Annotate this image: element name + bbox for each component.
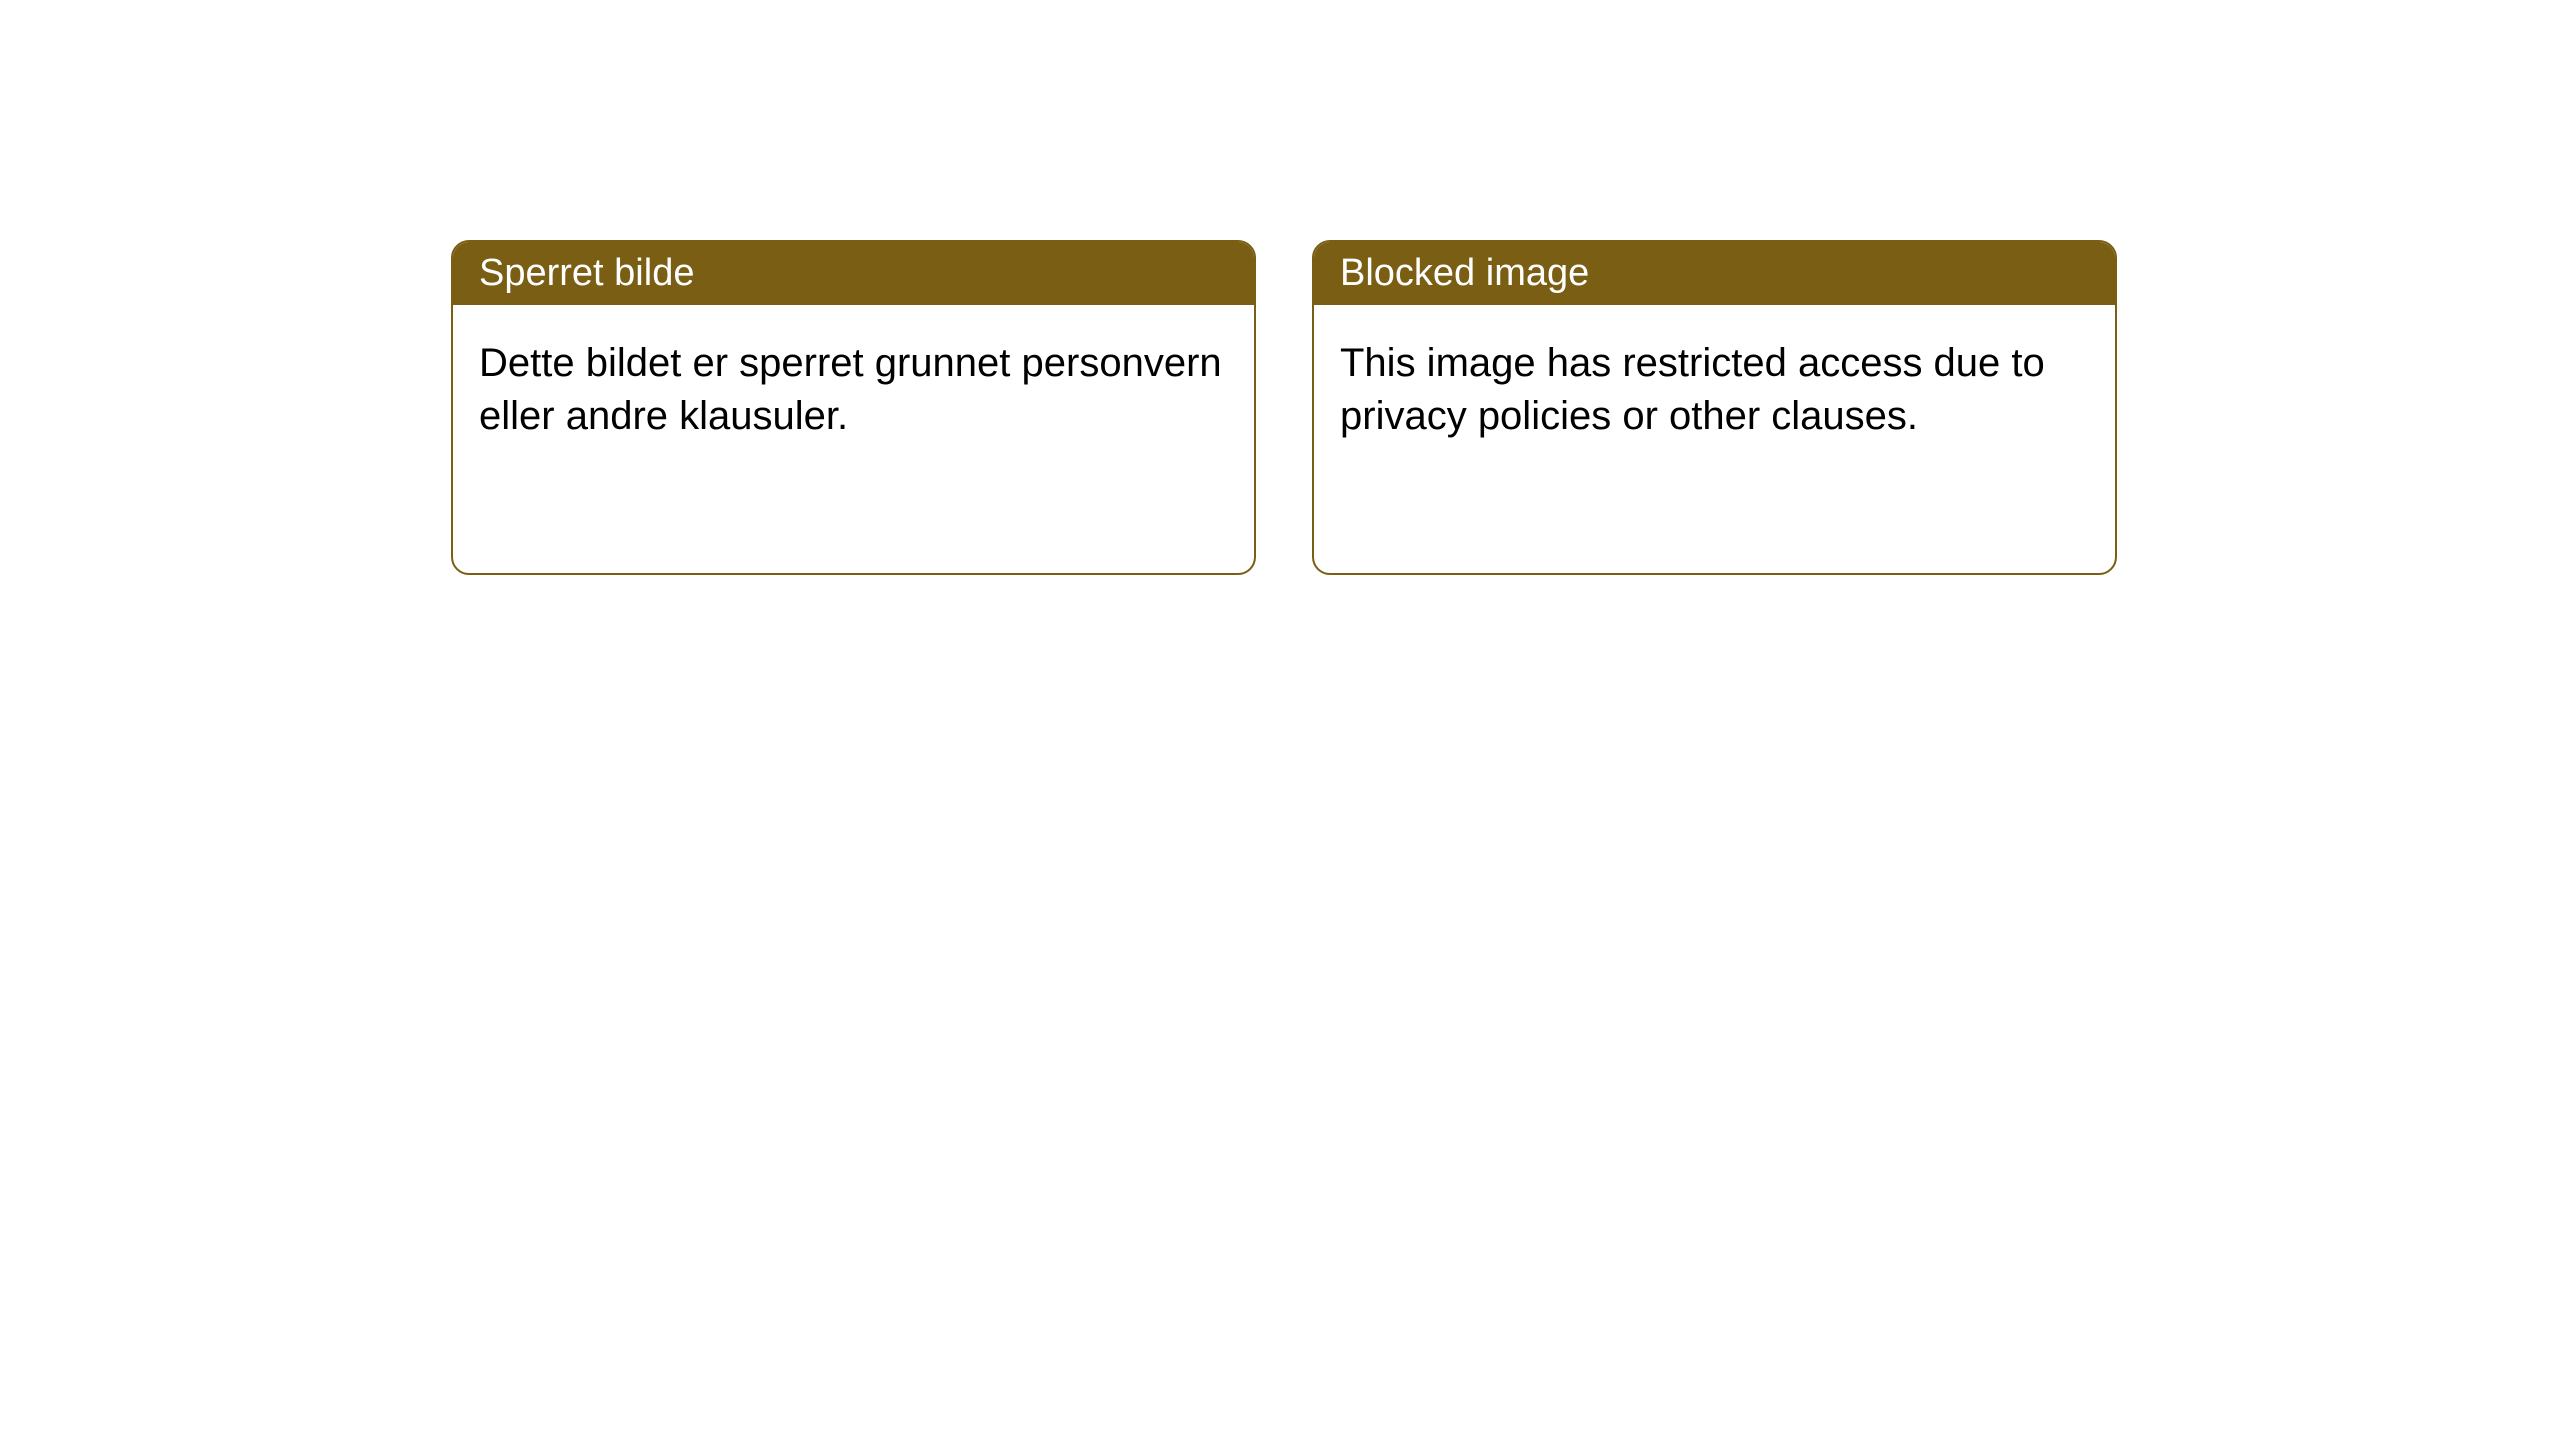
notice-cards-container: Sperret bilde Dette bildet er sperret gr… [451,240,2117,575]
notice-card-body: This image has restricted access due to … [1314,305,2115,475]
notice-card-english: Blocked image This image has restricted … [1312,240,2117,575]
notice-card-body: Dette bildet er sperret grunnet personve… [453,305,1254,475]
notice-card-title: Sperret bilde [453,242,1254,305]
notice-card-norwegian: Sperret bilde Dette bildet er sperret gr… [451,240,1256,575]
notice-card-title: Blocked image [1314,242,2115,305]
